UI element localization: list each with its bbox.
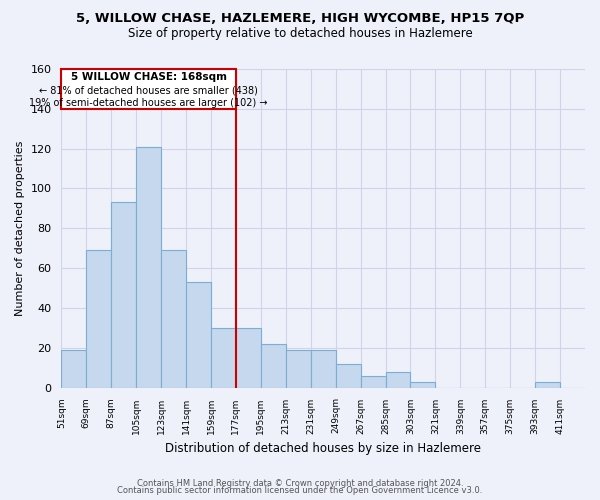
Bar [186,282,211,388]
Bar [386,372,410,388]
Bar [86,250,111,388]
Bar [236,328,261,388]
Text: 5, WILLOW CHASE, HAZLEMERE, HIGH WYCOMBE, HP15 7QP: 5, WILLOW CHASE, HAZLEMERE, HIGH WYCOMBE… [76,12,524,26]
Text: Contains public sector information licensed under the Open Government Licence v3: Contains public sector information licen… [118,486,482,495]
Bar [311,350,335,388]
Text: Size of property relative to detached houses in Hazlemere: Size of property relative to detached ho… [128,28,472,40]
Bar [286,350,311,388]
Bar [361,376,386,388]
Text: 5 WILLOW CHASE: 168sqm: 5 WILLOW CHASE: 168sqm [71,72,227,82]
Bar [410,382,436,388]
Bar [111,202,136,388]
Bar [211,328,236,388]
Text: ← 81% of detached houses are smaller (438): ← 81% of detached houses are smaller (43… [39,86,258,96]
Text: 19% of semi-detached houses are larger (102) →: 19% of semi-detached houses are larger (… [29,98,268,108]
FancyBboxPatch shape [61,69,236,109]
Bar [136,146,161,388]
Bar [261,344,286,388]
Text: Contains HM Land Registry data © Crown copyright and database right 2024.: Contains HM Land Registry data © Crown c… [137,478,463,488]
Y-axis label: Number of detached properties: Number of detached properties [15,140,25,316]
X-axis label: Distribution of detached houses by size in Hazlemere: Distribution of detached houses by size … [165,442,481,455]
Bar [61,350,86,388]
Bar [335,364,361,388]
Bar [535,382,560,388]
Bar [161,250,186,388]
